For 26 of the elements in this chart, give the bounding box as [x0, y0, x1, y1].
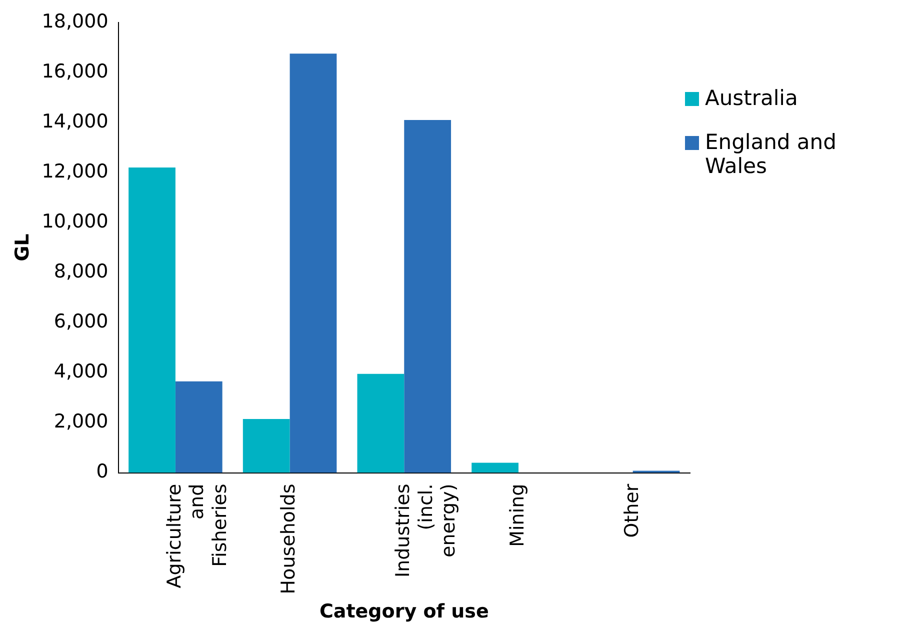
- x-tick-label: Other: [620, 484, 643, 538]
- legend-label: England and Wales: [705, 130, 838, 178]
- y-axis-title: GL: [11, 234, 34, 262]
- y-tick-label: 6,000: [54, 310, 108, 333]
- x-tick-label: Mining: [506, 484, 528, 547]
- y-tick-label: 0: [96, 460, 108, 483]
- y-tick-label: 8,000: [54, 260, 108, 283]
- y-tick-label: 14,000: [42, 110, 108, 132]
- y-tick-label: 12,000: [42, 160, 108, 182]
- bar: [404, 120, 452, 473]
- y-tick-label: 2,000: [54, 410, 108, 433]
- y-tick-label: 4,000: [54, 360, 108, 383]
- bar: [242, 418, 290, 473]
- x-tick-label: Industries (incl. energy): [392, 484, 460, 578]
- bar: [357, 374, 404, 473]
- bar: [175, 381, 222, 473]
- legend-label: Australia: [705, 86, 798, 110]
- y-tick-label: 10,000: [42, 210, 108, 232]
- y-tick-label: 16,000: [42, 60, 108, 82]
- x-axis-title: Category of use: [319, 600, 489, 623]
- bar: [128, 168, 176, 473]
- bar: [290, 54, 337, 473]
- x-tick-label: Agriculture and Fisheries: [163, 484, 231, 588]
- bar: [472, 462, 518, 473]
- y-tick-label: 18,000: [42, 10, 108, 32]
- x-tick-label: Households: [278, 484, 300, 594]
